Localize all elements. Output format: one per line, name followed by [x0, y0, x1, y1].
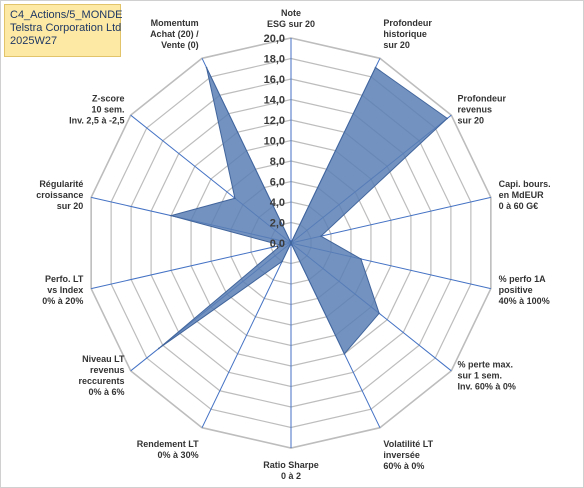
- axis-label: Note ESG sur 20: [267, 8, 315, 29]
- tick-label: 20,0: [264, 33, 285, 45]
- tick-label: 16,0: [264, 74, 285, 86]
- axis-label: % perte max. sur 1 sem. Inv. 60% à 0%: [458, 359, 516, 391]
- title-company: Telstra Corporation Ltd: [10, 22, 122, 34]
- tick-label: 12,0: [264, 115, 285, 127]
- series-point: [281, 260, 283, 263]
- tick-label: 8,0: [270, 156, 285, 168]
- series-point: [170, 214, 172, 217]
- chart-title-box: C4_Actions/5_MONDE Telstra Corporation L…: [4, 4, 123, 57]
- axis-label: Perfo. LT vs Index 0% à 20%: [42, 274, 84, 306]
- series-point: [280, 244, 282, 247]
- tick-label: 2,0: [270, 218, 285, 230]
- series-area: [158, 66, 449, 355]
- axis-spoke: [91, 242, 292, 290]
- title-week: 2025W27: [10, 35, 58, 47]
- axis-label: Capi. bours. en MdEUR 0 à 60 G€: [499, 179, 551, 211]
- radar-axis-labels: Note ESG sur 20 Profondeur historique sur 20…: [36, 8, 550, 481]
- tick-label: 14,0: [264, 95, 285, 107]
- tick-label: 6,0: [270, 177, 285, 189]
- tick-label: 0,0: [270, 238, 285, 250]
- series-point: [157, 347, 160, 350]
- series-point: [360, 258, 362, 260]
- radar-series: [157, 66, 449, 355]
- axis-label: Rendement LT 0% à 30%: [137, 439, 199, 460]
- axis-label: Z-score 10 sem. Inv. 2,5 à -2,5: [69, 94, 124, 126]
- series-point: [205, 66, 208, 69]
- axis-label: Profondeur revenus sur 20: [458, 94, 507, 126]
- axis-spoke: [290, 196, 491, 244]
- series-point: [320, 235, 322, 237]
- axis-label: Momentum Achat (20) / Vente (0): [150, 18, 199, 50]
- tick-label: 4,0: [270, 197, 285, 209]
- axis-label: Niveau LT revenus reccurents 0% à 6%: [78, 354, 125, 397]
- axis-label: Régularité croissance sur 20: [36, 179, 83, 211]
- axis-spoke: [201, 242, 292, 428]
- series-point: [446, 117, 449, 120]
- axis-label: % perfo 1A positive 40% à 100%: [499, 274, 550, 306]
- series-point: [374, 66, 377, 69]
- tick-label: 10,0: [264, 136, 285, 148]
- axis-label: Ratio Sharpe 0 à 2: [263, 460, 319, 481]
- series-point: [378, 312, 380, 315]
- tick-label: 18,0: [264, 54, 285, 66]
- axis-label: Volatilité LT inversée 60% à 0%: [383, 439, 433, 471]
- series-point: [234, 197, 236, 200]
- radar-tick-labels: 0,0 2,0 4,0 6,0 8,0 10,0 12,0 14,0 16,0 18,0 20,0: [264, 33, 285, 250]
- series-point: [290, 242, 292, 244]
- axis-label: Profondeur historique sur 20: [383, 18, 432, 50]
- title-category: C4_Actions/5_MONDE: [10, 9, 123, 21]
- series-point: [343, 353, 346, 355]
